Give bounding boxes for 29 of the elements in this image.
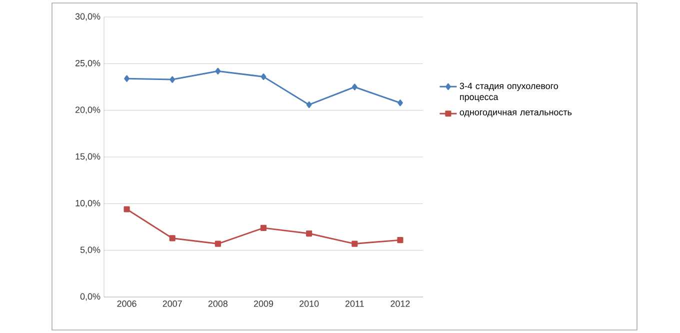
point	[169, 235, 176, 242]
point	[260, 73, 266, 80]
point	[306, 230, 312, 237]
x-tick-label: 2009	[254, 300, 274, 307]
y-tick-label: 0,0%	[80, 293, 100, 301]
point	[352, 84, 358, 90]
point	[397, 237, 404, 244]
point	[124, 206, 130, 212]
y-tick-label: 25,0%	[76, 60, 100, 68]
x-tick-label: 2007	[162, 300, 182, 307]
x-tick-label: 2006	[117, 300, 136, 307]
point	[352, 240, 358, 247]
x-tick-label: 2010	[300, 300, 319, 307]
y-tick-label: 15,0%	[76, 153, 100, 161]
y-tick-label: 5,0%	[80, 246, 100, 254]
x-tick-label: 2008	[208, 300, 228, 307]
x-tick-label: 2012	[390, 300, 410, 307]
point	[215, 68, 221, 74]
point	[124, 75, 130, 82]
x-tick-label: 2011	[345, 300, 364, 307]
point	[214, 240, 221, 247]
point	[260, 224, 267, 231]
y-tick-label: 10,0%	[76, 200, 100, 208]
legend-label: одногодичная летальность	[460, 110, 572, 118]
point	[398, 100, 403, 106]
point	[170, 76, 176, 83]
y-tick-label: 30,0%	[75, 13, 100, 21]
y-tick-label: 20,0%	[76, 106, 100, 114]
point	[306, 101, 312, 108]
